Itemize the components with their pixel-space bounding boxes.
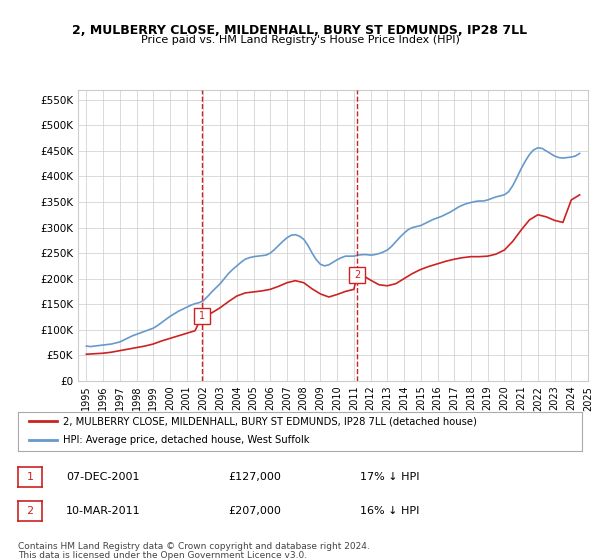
Text: 2: 2 [354, 270, 360, 280]
Text: 1: 1 [26, 472, 34, 482]
Text: This data is licensed under the Open Government Licence v3.0.: This data is licensed under the Open Gov… [18, 551, 307, 560]
Text: 07-DEC-2001: 07-DEC-2001 [66, 472, 139, 482]
Text: Contains HM Land Registry data © Crown copyright and database right 2024.: Contains HM Land Registry data © Crown c… [18, 542, 370, 551]
Text: 2, MULBERRY CLOSE, MILDENHALL, BURY ST EDMUNDS, IP28 7LL: 2, MULBERRY CLOSE, MILDENHALL, BURY ST E… [73, 24, 527, 36]
Text: 10-MAR-2011: 10-MAR-2011 [66, 506, 140, 516]
Text: HPI: Average price, detached house, West Suffolk: HPI: Average price, detached house, West… [63, 435, 310, 445]
Text: £207,000: £207,000 [228, 506, 281, 516]
Text: 2, MULBERRY CLOSE, MILDENHALL, BURY ST EDMUNDS, IP28 7LL (detached house): 2, MULBERRY CLOSE, MILDENHALL, BURY ST E… [63, 417, 477, 426]
Text: 1: 1 [199, 311, 205, 321]
Text: 17% ↓ HPI: 17% ↓ HPI [360, 472, 419, 482]
Text: Price paid vs. HM Land Registry's House Price Index (HPI): Price paid vs. HM Land Registry's House … [140, 35, 460, 45]
Text: £127,000: £127,000 [228, 472, 281, 482]
Text: 16% ↓ HPI: 16% ↓ HPI [360, 506, 419, 516]
Text: 2: 2 [26, 506, 34, 516]
